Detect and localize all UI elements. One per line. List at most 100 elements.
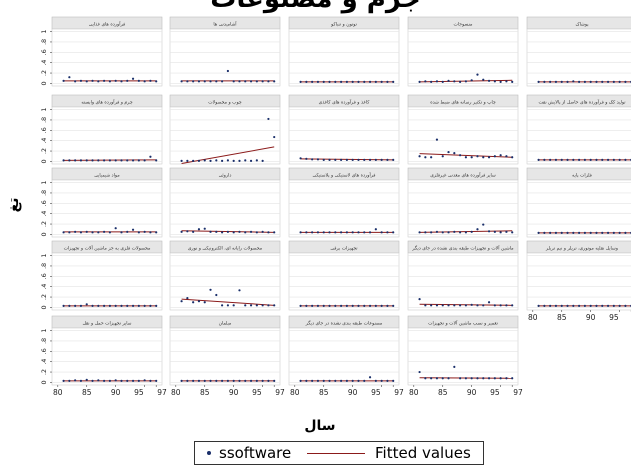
data-point — [430, 156, 433, 159]
data-point — [554, 304, 558, 307]
panel-title: مبلمان — [219, 322, 232, 327]
data-point — [601, 80, 604, 83]
y-tick-label: 1 — [40, 329, 48, 333]
data-point — [273, 231, 276, 234]
data-point — [85, 159, 88, 162]
data-point — [380, 80, 383, 83]
data-point — [131, 379, 135, 382]
data-point — [232, 80, 235, 83]
data-point — [424, 304, 427, 307]
data-point — [345, 304, 348, 307]
data-point — [305, 379, 308, 382]
data-point — [273, 135, 276, 139]
data-point — [351, 231, 354, 234]
panel-plot-area — [407, 106, 519, 165]
data-point — [459, 154, 462, 157]
data-point — [363, 158, 366, 161]
data-point — [226, 304, 229, 307]
panel: مواد شیمیایی 0 .2 .4 .6 .8 1 — [40, 167, 163, 238]
panel-plot-area — [169, 179, 281, 238]
data-point — [328, 231, 331, 234]
data-point — [120, 231, 123, 234]
y-tick-label: .2 — [40, 70, 48, 76]
panel-plot-area — [288, 179, 400, 238]
data-point — [612, 304, 615, 307]
data-point — [482, 78, 485, 81]
y-tick-label: 0 — [40, 380, 48, 384]
data-point — [261, 230, 264, 233]
data-point — [244, 304, 247, 307]
panel-plot-area — [407, 327, 519, 386]
data-point — [143, 80, 146, 83]
data-point — [351, 379, 354, 382]
data-point — [197, 159, 201, 162]
data-point — [267, 80, 270, 83]
data-point — [97, 379, 100, 382]
data-point — [560, 231, 563, 234]
data-point — [447, 79, 450, 82]
data-point — [612, 231, 615, 234]
data-point — [583, 231, 586, 234]
data-point — [464, 231, 467, 234]
data-point — [566, 304, 569, 307]
data-point — [68, 76, 71, 79]
data-point — [464, 377, 467, 380]
data-point — [328, 80, 331, 83]
data-point — [441, 155, 444, 158]
data-point — [374, 304, 377, 307]
data-point — [453, 230, 456, 233]
panel-plot-area — [526, 28, 631, 87]
data-point — [267, 304, 270, 307]
panel: مبلمان 80 85 90 95 97 — [169, 315, 285, 397]
panel-plot-area — [51, 179, 163, 238]
data-point — [606, 231, 610, 234]
page-title-strip: جرم و مصنوعات — [0, 0, 631, 22]
data-point — [549, 158, 552, 161]
data-point — [126, 379, 129, 382]
data-point — [340, 80, 343, 83]
data-point — [363, 379, 366, 382]
data-point — [572, 158, 575, 161]
panel-title: مواد شیمیایی — [94, 174, 120, 179]
x-tick-label: 80 — [409, 388, 419, 397]
data-point — [322, 158, 325, 161]
data-point — [322, 231, 325, 234]
data-point — [62, 79, 65, 82]
panel-plot-area — [407, 252, 519, 311]
panel: آشامیدنی ها — [169, 16, 281, 87]
data-point — [447, 304, 450, 307]
data-point — [345, 379, 348, 382]
data-point — [311, 231, 314, 234]
data-point — [322, 80, 325, 83]
data-point — [221, 304, 224, 307]
panel-title: فلزات پایه — [572, 174, 592, 179]
data-point — [487, 79, 491, 82]
data-point — [511, 377, 514, 380]
data-point — [357, 379, 360, 382]
data-point — [549, 80, 552, 83]
data-point — [624, 158, 627, 161]
data-point — [192, 379, 195, 382]
data-point — [340, 304, 343, 307]
data-point — [311, 304, 314, 307]
panel-plot-area — [169, 106, 281, 165]
data-point — [464, 304, 467, 307]
panel: محصولات فلزی به جز ماشین آلات و تجهیزات 0… — [40, 240, 163, 311]
y-axis-label: تغ — [6, 198, 22, 213]
panel-title: آشامیدنی ها — [213, 22, 237, 28]
x-tick-label: 97 — [394, 388, 404, 397]
data-point — [572, 231, 575, 234]
y-tick-label: .4 — [40, 359, 48, 365]
data-point — [114, 79, 117, 82]
data-point — [114, 227, 117, 230]
data-point — [126, 159, 129, 162]
panel-title: فرآورده های لاستیکی و پلاستیکی — [313, 173, 376, 179]
panel-title: ماشین آلات و تجهیزات طبقه بندی نشده در ج… — [411, 245, 514, 252]
data-point — [441, 80, 444, 83]
data-point — [91, 231, 94, 234]
data-point — [447, 150, 450, 154]
panel-plot-area — [169, 252, 281, 311]
panel-plot-area — [51, 252, 163, 311]
panel-title: توتون و تنباکو — [330, 22, 358, 28]
y-tick-label: .4 — [40, 138, 48, 144]
